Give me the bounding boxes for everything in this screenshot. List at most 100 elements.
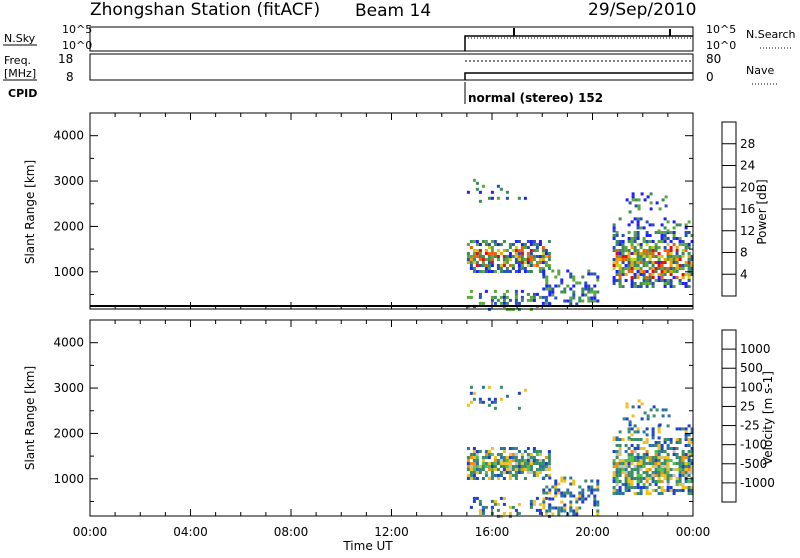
heatmap-cell bbox=[684, 231, 688, 234]
x-axis-label: Time UT bbox=[342, 539, 393, 553]
heatmap-cell bbox=[548, 290, 552, 294]
heatmap-cell bbox=[651, 261, 655, 264]
heatmap-cell bbox=[684, 246, 688, 249]
heatmap-cell bbox=[627, 483, 631, 486]
heatmap-cell bbox=[657, 453, 661, 456]
heatmap-cell bbox=[517, 391, 521, 395]
heatmap-cell bbox=[660, 276, 664, 279]
heatmap-cell bbox=[490, 295, 494, 299]
heatmap-cell bbox=[645, 450, 649, 453]
x-tick-label: 20:00 bbox=[575, 525, 610, 539]
heatmap-cell bbox=[547, 258, 551, 261]
heatmap-cell bbox=[475, 187, 479, 191]
heatmap-cell bbox=[526, 252, 530, 255]
heatmap-cell bbox=[687, 255, 691, 258]
heatmap-cell bbox=[520, 456, 524, 459]
heatmap-cell bbox=[660, 279, 664, 282]
heatmap-cell bbox=[535, 264, 539, 267]
heatmap-cell bbox=[639, 456, 643, 459]
heatmap-cell bbox=[675, 480, 679, 483]
heatmap-cell bbox=[508, 456, 512, 459]
heatmap-cell bbox=[663, 465, 667, 468]
heatmap-cell bbox=[532, 459, 536, 462]
heatmap-cell bbox=[645, 249, 649, 252]
heatmap-cell bbox=[554, 479, 558, 483]
heatmap-cell bbox=[654, 474, 658, 477]
heatmap-cell bbox=[487, 270, 491, 273]
heatmap-cell bbox=[642, 471, 646, 474]
heatmap-cell bbox=[669, 264, 673, 267]
heatmap-cell bbox=[687, 471, 691, 474]
heatmap-cell bbox=[514, 465, 518, 468]
y-tick-label: 2000 bbox=[53, 426, 84, 440]
heatmap-cell bbox=[529, 270, 533, 273]
heatmap-cell bbox=[627, 249, 631, 252]
heatmap-cell bbox=[624, 474, 628, 477]
heatmap-cell bbox=[672, 226, 676, 230]
heatmap-cell bbox=[681, 468, 685, 471]
heatmap-cell bbox=[666, 229, 670, 233]
heatmap-cell bbox=[490, 465, 494, 468]
heatmap-cell bbox=[664, 408, 668, 412]
heatmap-cell bbox=[481, 385, 485, 389]
heatmap-cell bbox=[636, 480, 640, 483]
heatmap-cell bbox=[481, 468, 485, 471]
heatmap-cell bbox=[687, 474, 691, 477]
heatmap-cell bbox=[663, 462, 667, 465]
heatmap-cell bbox=[496, 477, 500, 480]
heatmap-cell bbox=[472, 456, 476, 459]
heatmap-cell bbox=[654, 279, 658, 282]
heatmap-cell bbox=[690, 273, 694, 276]
heatmap-cell bbox=[493, 468, 497, 471]
heatmap-cell bbox=[687, 456, 691, 459]
heatmap-cell bbox=[475, 240, 479, 243]
heatmap-cell bbox=[547, 474, 551, 477]
heatmap-cell bbox=[636, 427, 640, 431]
heatmap-cell bbox=[520, 453, 524, 456]
power-x-ticks bbox=[89, 113, 694, 309]
heatmap-cell bbox=[548, 293, 552, 297]
heatmap-cell bbox=[627, 474, 631, 477]
heatmap-cell bbox=[642, 255, 646, 258]
heatmap-cell bbox=[645, 471, 649, 474]
heatmap-cell bbox=[554, 506, 558, 510]
heatmap-cell bbox=[666, 444, 670, 447]
heatmap-cell bbox=[654, 489, 658, 492]
heatmap-cell bbox=[548, 497, 552, 501]
heatmap-cell bbox=[523, 246, 527, 249]
heatmap-cell bbox=[484, 471, 488, 474]
heatmap-cell bbox=[615, 492, 619, 495]
heatmap-cell bbox=[636, 249, 640, 252]
heatmap-cell bbox=[636, 223, 640, 227]
heatmap-cell bbox=[660, 447, 664, 450]
heatmap-cell bbox=[508, 505, 512, 509]
velocity-y-axis-label: Slant Range [km] bbox=[23, 366, 37, 470]
heatmap-cell bbox=[618, 285, 622, 288]
heatmap-cell bbox=[526, 453, 530, 456]
heatmap-cell bbox=[542, 488, 546, 492]
heatmap-cell bbox=[541, 249, 545, 252]
heatmap-cell bbox=[625, 405, 629, 409]
heatmap-cell bbox=[651, 240, 655, 243]
velocity-colorbar-tick-label: -500 bbox=[740, 457, 767, 471]
heatmap-cell bbox=[663, 459, 667, 462]
heatmap-cell bbox=[511, 474, 515, 477]
heatmap-cell bbox=[615, 444, 619, 447]
heatmap-cell bbox=[630, 471, 634, 474]
heatmap-cell bbox=[684, 468, 688, 471]
heatmap-cell bbox=[639, 459, 643, 462]
heatmap-cell bbox=[687, 480, 691, 483]
heatmap-cell bbox=[630, 220, 634, 224]
heatmap-cell bbox=[642, 453, 646, 456]
heatmap-cell bbox=[639, 465, 643, 468]
heatmap-cell bbox=[645, 285, 649, 288]
heatmap-cell bbox=[517, 196, 521, 200]
heatmap-cell bbox=[475, 477, 479, 480]
heatmap-cell bbox=[554, 284, 558, 288]
x-tick-label: 08:00 bbox=[274, 525, 309, 539]
heatmap-cell bbox=[490, 453, 494, 456]
heatmap-cell bbox=[654, 444, 658, 447]
heatmap-cell bbox=[514, 270, 518, 273]
heatmap-cell bbox=[481, 511, 485, 515]
heatmap-cell bbox=[529, 499, 533, 503]
